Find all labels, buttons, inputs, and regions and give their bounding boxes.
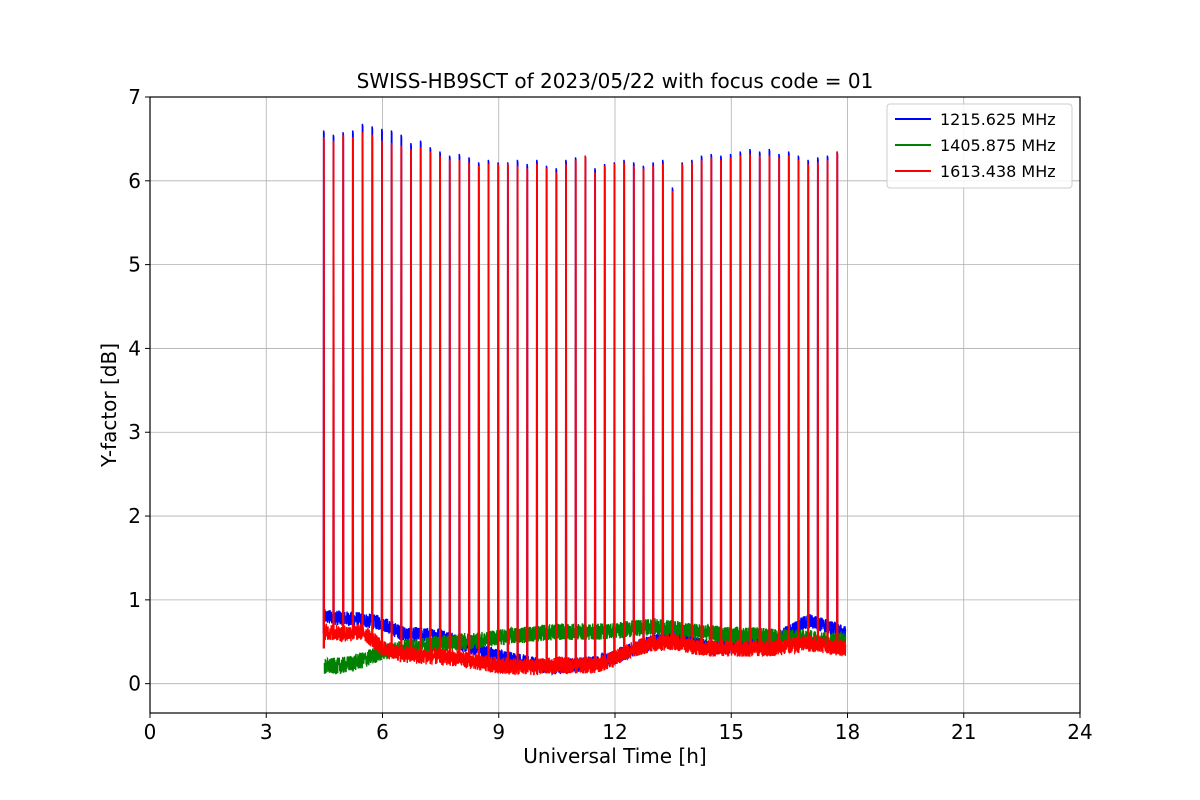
legend-box bbox=[886, 103, 1073, 189]
y-tick-label: 1 bbox=[128, 588, 141, 612]
y-tick-label: 5 bbox=[128, 253, 141, 277]
legend-label: 1613.438 MHz bbox=[940, 162, 1056, 181]
y-tick-label: 2 bbox=[128, 504, 141, 528]
x-tick-label: 0 bbox=[144, 720, 157, 744]
x-tick-label: 6 bbox=[376, 720, 389, 744]
y-tick-label: 7 bbox=[128, 85, 141, 109]
series-line bbox=[322, 132, 847, 676]
y-tick-label: 6 bbox=[128, 169, 141, 193]
y-axis-label: Y-factor [dB] bbox=[97, 343, 121, 468]
legend-label: 1215.625 MHz bbox=[940, 110, 1056, 129]
x-tick-label: 18 bbox=[835, 720, 860, 744]
legend: 1215.625 MHz 1405.875 MHz 1613.438 MHz bbox=[886, 103, 1073, 189]
x-tick-label: 12 bbox=[602, 720, 627, 744]
x-tick-label: 3 bbox=[260, 720, 273, 744]
y-tick-label: 0 bbox=[128, 672, 141, 696]
chart-title: SWISS-HB9SCT of 2023/05/22 with focus co… bbox=[357, 69, 874, 93]
legend-label: 1405.875 MHz bbox=[940, 136, 1056, 155]
x-tick-label: 15 bbox=[719, 720, 744, 744]
x-axis-label: Universal Time [h] bbox=[523, 744, 706, 768]
y-tick-label: 3 bbox=[128, 420, 141, 444]
plot-area bbox=[322, 123, 847, 676]
x-tick-label: 9 bbox=[492, 720, 505, 744]
x-tick-label: 24 bbox=[1067, 720, 1092, 744]
x-tick-label: 21 bbox=[951, 720, 976, 744]
y-tick-label: 4 bbox=[128, 336, 141, 360]
